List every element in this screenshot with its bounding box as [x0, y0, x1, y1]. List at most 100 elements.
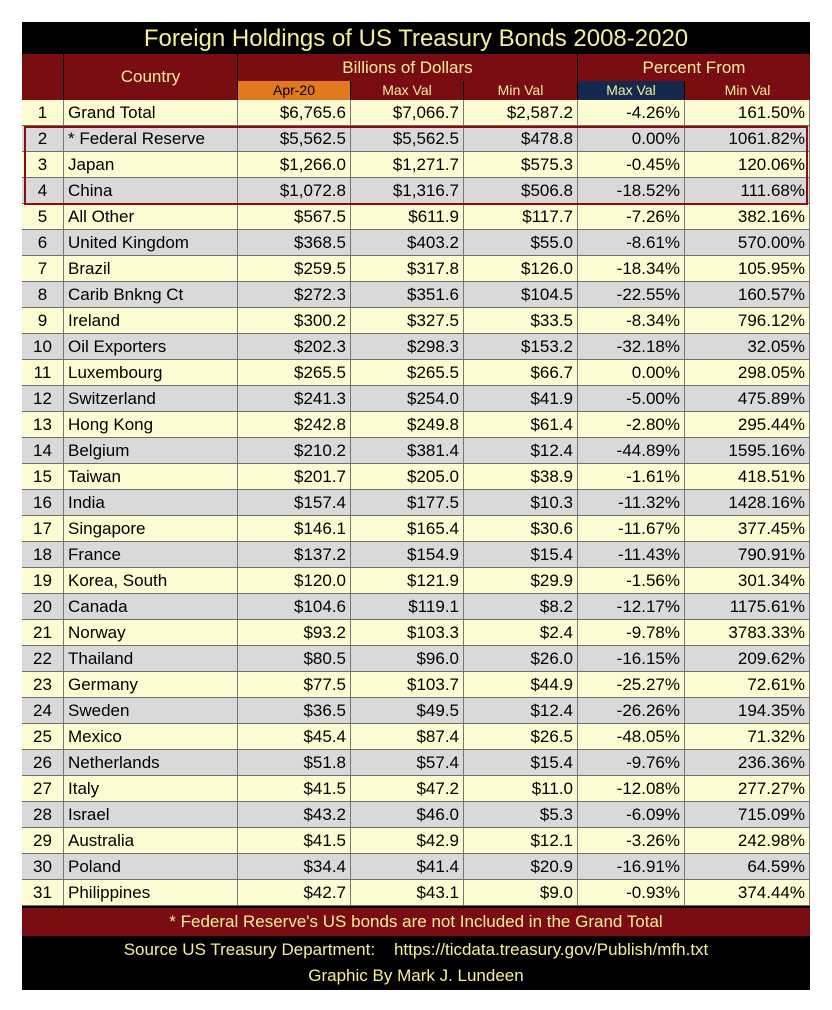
apr20-cell: $93.2 [238, 620, 351, 645]
pct-min-val-cell: 715.09% [685, 802, 810, 827]
pct-max-val-cell: -25.27% [578, 672, 685, 697]
pct-max-val-cell: -1.61% [578, 464, 685, 489]
max-val-cell: $254.0 [351, 386, 464, 411]
row-index: 19 [22, 568, 64, 593]
min-val-cell: $117.7 [464, 204, 578, 229]
table-row: 18 France $137.2 $154.9 $15.4 -11.43% 790.91% [22, 542, 810, 568]
country-cell: Taiwan [64, 464, 238, 489]
country-cell: Italy [64, 776, 238, 801]
pct-min-val-cell: 194.35% [685, 698, 810, 723]
pct-max-val-cell: -2.80% [578, 412, 685, 437]
pct-min-val-subheader: Min Val [685, 81, 810, 100]
row-index: 29 [22, 828, 64, 853]
apr20-cell: $567.5 [238, 204, 351, 229]
table-row: 26 Netherlands $51.8 $57.4 $15.4 -9.76% 236.36… [22, 750, 810, 776]
max-val-cell: $43.1 [351, 880, 464, 905]
table-row: 3 Japan $1,266.0 $1,271.7 $575.3 -0.45% 120.06… [22, 152, 810, 178]
apr20-cell: $146.1 [238, 516, 351, 541]
apr20-cell: $6,765.6 [238, 100, 351, 125]
pct-min-val-cell: 160.57% [685, 282, 810, 307]
max-val-cell: $1,316.7 [351, 178, 464, 203]
pct-min-val-cell: 32.05% [685, 334, 810, 359]
pct-max-val-subheader: Max Val [578, 81, 684, 100]
country-cell: Luxembourg [64, 360, 238, 385]
max-val-cell: $42.9 [351, 828, 464, 853]
pct-min-val-cell: 3783.33% [685, 620, 810, 645]
max-val-cell: $381.4 [351, 438, 464, 463]
row-index: 31 [22, 880, 64, 905]
pct-min-val-cell: 570.00% [685, 230, 810, 255]
apr20-cell: $201.7 [238, 464, 351, 489]
table-row: 4 China $1,072.8 $1,316.7 $506.8 -18.52% 111.6… [22, 178, 810, 204]
country-header: Country [64, 54, 237, 100]
max-val-cell: $351.6 [351, 282, 464, 307]
row-index: 13 [22, 412, 64, 437]
min-val-cell: $38.9 [464, 464, 578, 489]
max-val-cell: $154.9 [351, 542, 464, 567]
pct-min-val-cell: 1175.61% [685, 594, 810, 619]
table-row: 10 Oil Exporters $202.3 $298.3 $153.2 -32.18%… [22, 334, 810, 360]
pct-min-val-cell: 72.61% [685, 672, 810, 697]
pct-max-val-cell: -48.05% [578, 724, 685, 749]
apr20-cell: $1,072.8 [238, 178, 351, 203]
country-cell: India [64, 490, 238, 515]
pct-max-val-cell: -0.93% [578, 880, 685, 905]
table-row: 2 * Federal Reserve $5,562.5 $5,562.5 $478.8… [22, 126, 810, 152]
max-val-cell: $327.5 [351, 308, 464, 333]
table-row: 14 Belgium $210.2 $381.4 $12.4 -44.89% 1595.16… [22, 438, 810, 464]
row-index: 25 [22, 724, 64, 749]
table-row: 20 Canada $104.6 $119.1 $8.2 -12.17% 1175.61% [22, 594, 810, 620]
pct-max-val-cell: -11.32% [578, 490, 685, 515]
apr20-cell: $43.2 [238, 802, 351, 827]
pct-min-val-cell: 301.34% [685, 568, 810, 593]
min-val-cell: $153.2 [464, 334, 578, 359]
row-index: 14 [22, 438, 64, 463]
billions-header: Billions of Dollars [238, 54, 577, 81]
max-val-cell: $611.9 [351, 204, 464, 229]
country-cell: Norway [64, 620, 238, 645]
pct-max-val-cell: -44.89% [578, 438, 685, 463]
table-title: Foreign Holdings of US Treasury Bonds 20… [22, 22, 810, 54]
source-url: https://ticdata.treasury.gov/Publish/mfh… [393, 940, 709, 959]
min-val-cell: $15.4 [464, 542, 578, 567]
pct-max-val-cell: -0.45% [578, 152, 685, 177]
max-val-cell: $49.5 [351, 698, 464, 723]
pct-max-val-cell: -16.91% [578, 854, 685, 879]
table-row: 29 Australia $41.5 $42.9 $12.1 -3.26% 242.98% [22, 828, 810, 854]
country-cell: Grand Total [64, 100, 238, 125]
idx-header [22, 54, 63, 100]
apr20-cell: $241.3 [238, 386, 351, 411]
source-line: Source US Treasury Department: https://t… [22, 936, 810, 964]
max-val-cell: $119.1 [351, 594, 464, 619]
country-cell: Japan [64, 152, 238, 177]
country-cell: Thailand [64, 646, 238, 671]
country-cell: Switzerland [64, 386, 238, 411]
max-val-cell: $103.3 [351, 620, 464, 645]
row-index: 3 [22, 152, 64, 177]
max-val-cell: $317.8 [351, 256, 464, 281]
row-index: 21 [22, 620, 64, 645]
country-cell: Germany [64, 672, 238, 697]
row-index: 11 [22, 360, 64, 385]
table-row: 1 Grand Total $6,765.6 $7,066.7 $2,587.2 -4.2… [22, 100, 810, 126]
pct-min-val-cell: 111.68% [685, 178, 810, 203]
row-index: 18 [22, 542, 64, 567]
min-val-cell: $12.4 [464, 698, 578, 723]
apr20-cell: $34.4 [238, 854, 351, 879]
pct-min-val-cell: 71.32% [685, 724, 810, 749]
pct-min-val-cell: 64.59% [685, 854, 810, 879]
row-index: 28 [22, 802, 64, 827]
pct-max-val-cell: -8.61% [578, 230, 685, 255]
apr20-cell: $41.5 [238, 828, 351, 853]
max-val-cell: $165.4 [351, 516, 464, 541]
country-cell: Poland [64, 854, 238, 879]
min-val-subheader: Min Val [464, 81, 577, 100]
pct-max-val-cell: -6.09% [578, 802, 685, 827]
table-row: 31 Philippines $42.7 $43.1 $9.0 -0.93% 374.44% [22, 880, 810, 906]
apr20-cell: $120.0 [238, 568, 351, 593]
pct-min-val-cell: 374.44% [685, 880, 810, 905]
country-cell: Netherlands [64, 750, 238, 775]
apr20-cell: $272.3 [238, 282, 351, 307]
table-row: 11 Luxembourg $265.5 $265.5 $66.7 0.00% 298.05… [22, 360, 810, 386]
country-cell: Brazil [64, 256, 238, 281]
